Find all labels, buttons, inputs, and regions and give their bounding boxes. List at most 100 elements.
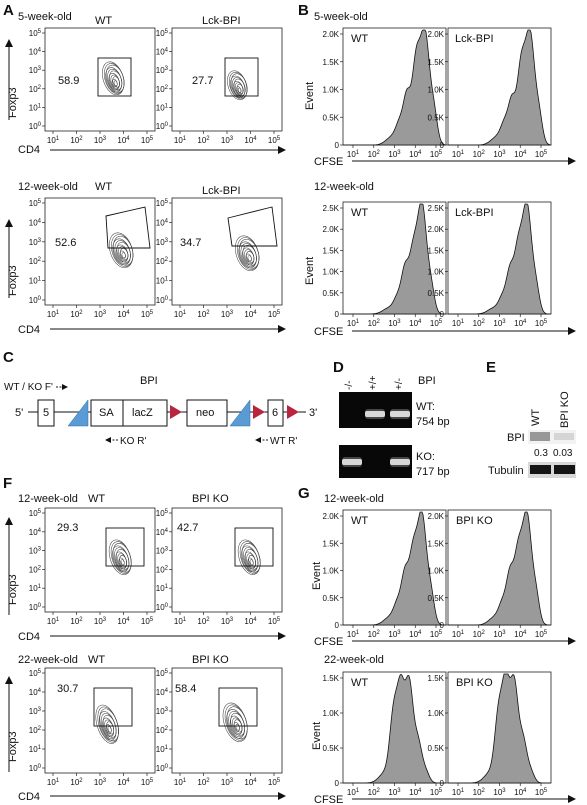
x-tick-label: 103 [94, 310, 107, 319]
x-tick-label: 104 [514, 630, 527, 639]
x-tick-label: 105 [141, 617, 154, 626]
histogram-area [448, 29, 552, 146]
x-tick-label: 105 [535, 319, 548, 328]
y-tick-label: 105 [156, 509, 169, 518]
y-tick-label: 103 [156, 707, 169, 716]
x-tick-label: 105 [430, 150, 443, 159]
y-tick-label: 105 [156, 669, 169, 678]
panel-letter-b: B [298, 2, 309, 19]
contour-line [241, 543, 261, 573]
blot-band [554, 433, 574, 440]
group-label: BPI KO [456, 677, 493, 689]
x-axis-label: CD4 [18, 324, 40, 336]
y-tick-label: 100 [29, 122, 42, 131]
gate-region [105, 206, 151, 249]
y-tick-label: 101 [29, 745, 42, 754]
x-tick-label: 103 [94, 778, 107, 787]
primer-label: KO R' [120, 436, 146, 447]
gene-label: BPI [418, 375, 436, 387]
y-axis-label: Event [311, 722, 323, 750]
x-axis-label: CD4 [18, 631, 40, 643]
y-tick-label: 102 [29, 726, 42, 735]
x-tick-label: 101 [47, 310, 60, 319]
x-tick-label: 103 [94, 136, 107, 145]
panel-a: 5-week-old WT Lck-BPI 12-week-old WT Lck… [5, 11, 286, 336]
blot-label: Tubulin [488, 465, 524, 477]
blot-band [530, 432, 550, 441]
contour-line [116, 242, 131, 263]
contour-line [230, 73, 248, 99]
gate-percentage: 52.6 [55, 237, 76, 249]
flow-plot: 105 104 103 102 101 100 101 102 103 104 105 [156, 507, 283, 626]
panel-letter-e: E [486, 359, 496, 376]
lacz-box [122, 399, 168, 427]
y-tick-label: 0 [335, 310, 340, 319]
gel-band-glow [390, 457, 410, 467]
x-tick-label: 102 [70, 310, 83, 319]
lane-label: BPI KO [559, 391, 571, 428]
x-tick-label: 105 [430, 319, 443, 328]
y-axis-label: Foxp3 [7, 731, 19, 762]
group-label: BPI KO [456, 515, 493, 527]
sa-label: SA [99, 407, 114, 419]
cfse-histogram: 1.5K 1.0K 0.5K 0 101 102 103 104 105 [323, 671, 447, 797]
y-tick-label: 0 [440, 310, 445, 319]
gate-percentage: 42.7 [177, 522, 198, 534]
x-tick-label: 101 [47, 617, 60, 626]
gate-region [93, 687, 133, 727]
y-tick-label: 101 [156, 745, 169, 754]
y-axis-label: Foxp3 [7, 574, 19, 605]
panel-c-gene-construct: WT / KO F' BPI 5' 5 SA lacZ neo 6 3' KO … [4, 375, 317, 447]
x-axis-label: CFSE [314, 636, 343, 648]
y-tick-label: 101 [156, 584, 169, 593]
cfse-histogram: 2.0K 1.5K 1.0K 0.5K 0 101 102 103 104 105 [428, 509, 552, 639]
x-tick-label: 102 [197, 617, 210, 626]
neo-box [186, 399, 228, 427]
x-tick-label: 104 [409, 630, 422, 639]
group-label: Lck-BPI [202, 15, 241, 27]
x-tick-label: 104 [409, 319, 422, 328]
x-tick-label: 105 [268, 136, 281, 145]
y-tick-label: 1.0K [428, 268, 445, 277]
y-tick-label: 100 [156, 764, 169, 773]
contour-line [109, 70, 123, 91]
band-size: 754 bp [416, 416, 450, 428]
gate-percentage: 58.4 [175, 683, 196, 695]
blot-label: BPI [507, 432, 525, 444]
cfse-histogram: 2.5K 2.0K 1.5K 1.0K 0.5K 0 101 102 103 104 105 [323, 201, 447, 328]
x-tick-label: 103 [388, 150, 401, 159]
contour-line [120, 559, 125, 566]
x-tick-label: 101 [174, 136, 187, 145]
x-axis-label: CD4 [18, 791, 40, 803]
group-label: WT [351, 207, 368, 219]
x-tick-label: 101 [347, 150, 360, 159]
x-tick-label: 103 [94, 617, 107, 626]
x-tick-label: 102 [368, 150, 381, 159]
y-tick-label: 100 [29, 296, 42, 305]
contour-line [245, 549, 259, 570]
y-tick-label: 2.0K [323, 225, 340, 234]
gate-region [227, 206, 278, 247]
y-tick-label: 1.0K [428, 709, 445, 718]
y-tick-label: 105 [29, 29, 42, 38]
y-tick-label: 2.0K [323, 30, 340, 39]
y-tick-label: 100 [29, 764, 42, 773]
y-tick-label: 100 [29, 603, 42, 612]
x-tick-label: 103 [493, 150, 506, 159]
gel-band [342, 459, 362, 465]
y-tick-label: 2.0K [428, 512, 445, 521]
y-tick-label: 0 [335, 141, 340, 150]
y-tick-label: 101 [29, 277, 42, 286]
age-label: 22-week-old [18, 654, 78, 666]
gate-region [105, 527, 145, 567]
x-tick-label: 104 [117, 778, 130, 787]
x-tick-label: 103 [221, 310, 234, 319]
gel-image-wt [339, 392, 412, 428]
x-tick-label: 101 [452, 319, 465, 328]
x-tick-label: 102 [473, 630, 486, 639]
y-tick-label: 104 [29, 688, 42, 697]
contour-line [105, 64, 125, 93]
gel-band-glow [390, 409, 410, 419]
band-label: KO: [416, 451, 435, 463]
gate-region [97, 57, 132, 97]
